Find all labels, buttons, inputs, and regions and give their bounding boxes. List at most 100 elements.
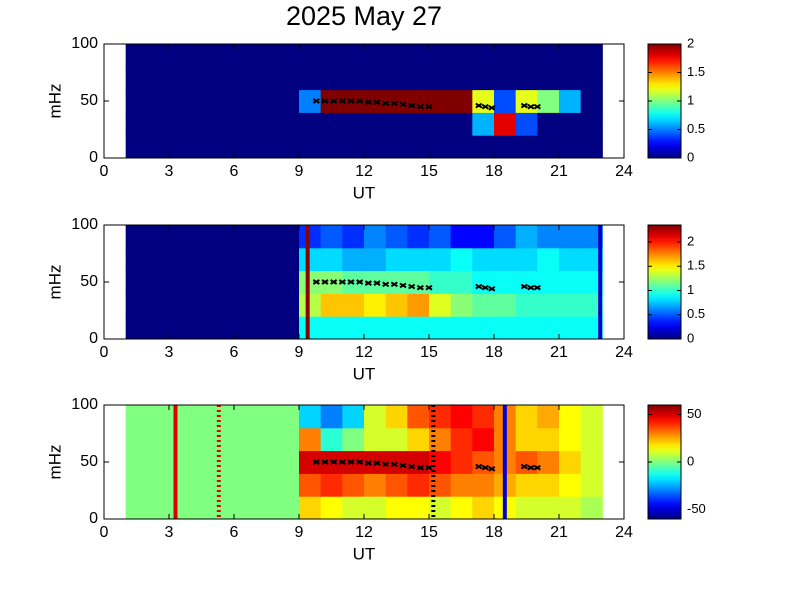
heatmap-cell: [299, 247, 322, 272]
x-tick-label: 18: [485, 163, 503, 180]
heatmap-cell: [299, 270, 322, 294]
heatmap-cell: [169, 450, 192, 474]
heatmap-cell: [169, 112, 192, 136]
x-tick-label: 9: [295, 524, 304, 541]
heatmap-cell: [450, 89, 473, 113]
heatmap-cell: [190, 66, 213, 91]
marker: [321, 98, 329, 104]
heatmap-cell: [234, 270, 257, 294]
heatmap-cell: [407, 270, 430, 294]
heatmap-cell: [537, 450, 560, 474]
heatmap-cell: [537, 225, 560, 249]
heatmap-cell: [212, 112, 235, 136]
heatmap-cell: [147, 89, 170, 113]
marker: [408, 283, 416, 290]
marker: [330, 459, 338, 465]
heatmap-cell: [429, 135, 452, 159]
heatmap-cell: [125, 293, 148, 317]
marker: [425, 103, 433, 110]
heatmap-cell: [255, 247, 278, 272]
heatmap-cell: [320, 135, 343, 159]
heatmap-cell: [515, 112, 538, 136]
heatmap-cell: [407, 89, 430, 113]
y-axis-label: mHz: [45, 265, 64, 300]
heatmap-cell: [407, 427, 430, 452]
marker: [382, 281, 390, 288]
heatmap-cell: [450, 293, 473, 317]
marker: [364, 460, 372, 466]
heatmap-cell: [385, 135, 408, 159]
heatmap-cell: [255, 66, 278, 91]
marker: [330, 279, 338, 285]
x-tick-label: 15: [420, 344, 438, 361]
heatmap-cell: [190, 270, 213, 294]
heatmap-cell: [234, 112, 257, 136]
heatmap-cell: [125, 427, 148, 452]
heatmap-cell: [190, 44, 213, 68]
marker: [356, 279, 364, 285]
heatmap-cell: [190, 293, 213, 317]
heatmap-cell: [429, 293, 452, 317]
colorbar-tick-label: 2: [687, 35, 694, 50]
heatmap-cell: [277, 450, 300, 474]
heatmap-cell: [190, 450, 213, 474]
heatmap-cell: [212, 247, 235, 272]
heatmap-cell: [385, 112, 408, 136]
heatmap-cell: [559, 89, 582, 113]
heatmap-cell: [559, 427, 582, 452]
heatmap-cell: [190, 316, 213, 340]
heatmap-cell: [320, 112, 343, 136]
x-axis-label: UT: [353, 183, 376, 202]
colorbar: [647, 224, 682, 340]
heatmap-cell: [147, 427, 170, 452]
heatmap-cell: [515, 496, 538, 520]
colorbar-tick-label: 0: [687, 149, 694, 164]
heatmap-cell: [320, 44, 343, 68]
heatmap-cell: [212, 316, 235, 340]
heatmap-cell: [472, 473, 495, 497]
heatmap-cell: [234, 450, 257, 474]
heatmap-cell: [407, 44, 430, 68]
colorbar-tick-label: 0.5: [687, 121, 705, 136]
heatmap-cell: [342, 89, 365, 113]
heatmap-cell: [299, 450, 322, 474]
heatmap-cell: [580, 316, 603, 340]
heatmap-cell: [125, 135, 148, 159]
heatmap-cell: [147, 66, 170, 91]
heatmap-cell: [472, 135, 495, 159]
y-axis-label: mHz: [45, 84, 64, 119]
heatmap-cell: [169, 293, 192, 317]
heatmap-cell: [364, 66, 387, 91]
heatmap-cell: [255, 473, 278, 497]
heatmap-cell: [537, 247, 560, 272]
heatmap-cell: [320, 225, 343, 249]
marker: [338, 279, 346, 285]
heatmap-cell: [212, 405, 235, 429]
heatmap-cell: [277, 66, 300, 91]
marker: [475, 102, 483, 109]
marker: [390, 461, 398, 468]
marker: [533, 464, 541, 471]
heatmap-cell: [537, 44, 560, 68]
heatmap-cell: [407, 135, 430, 159]
heatmap-cell: [515, 427, 538, 452]
x-tick-label: 21: [550, 344, 568, 361]
marker: [481, 103, 489, 110]
heatmap-cell: [515, 473, 538, 497]
heatmap-cell: [277, 405, 300, 429]
heatmap-cell: [147, 405, 170, 429]
heatmap-cell: [515, 135, 538, 159]
heatmap-cell: [515, 316, 538, 340]
heatmap-cell: [190, 405, 213, 429]
heatmap-cell: [450, 66, 473, 91]
heatmap-cell: [364, 44, 387, 68]
heatmap-cell: [515, 89, 538, 113]
heatmap-cell: [494, 293, 517, 317]
marker: [364, 99, 372, 105]
heatmap-cell: [407, 225, 430, 249]
colorbar: [647, 404, 682, 520]
heatmap-cell: [364, 293, 387, 317]
heatmap-cell: [190, 135, 213, 159]
heatmap-cell: [472, 225, 495, 249]
marker: [425, 284, 433, 291]
